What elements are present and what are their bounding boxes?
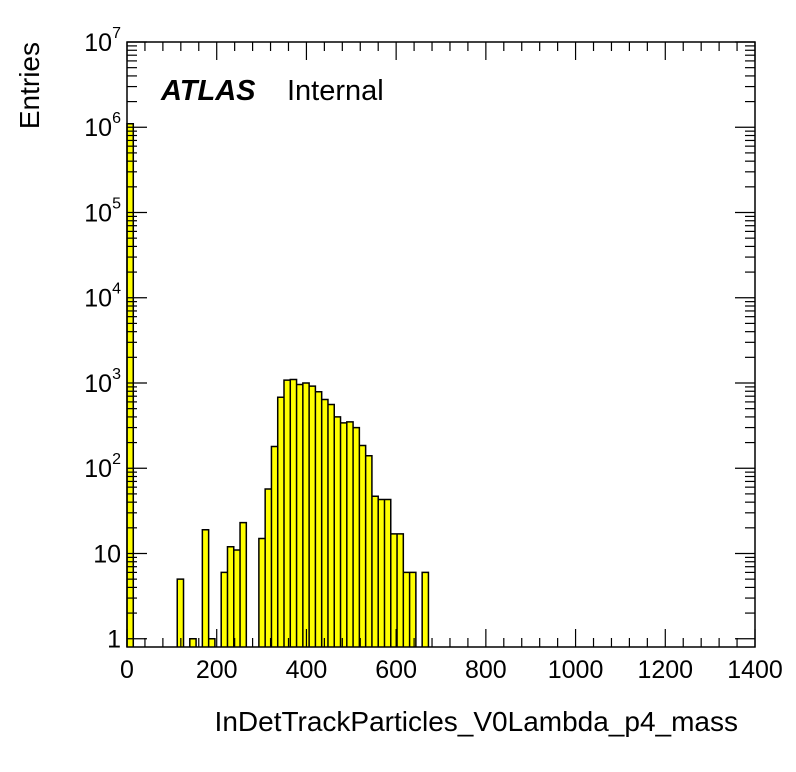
status-label: Internal <box>287 75 384 107</box>
y-tick-label: 1 <box>107 626 121 654</box>
y-tick-label: 105 <box>84 195 121 227</box>
histogram-outline <box>126 122 430 647</box>
y-tick-label: 10 <box>93 540 121 568</box>
histogram-bar <box>334 416 341 647</box>
histogram-bar <box>397 533 404 647</box>
histogram-bar <box>221 572 228 647</box>
histogram-bar <box>327 404 335 647</box>
x-tick-label: 0 <box>120 656 134 684</box>
histogram-bar <box>227 546 234 647</box>
histogram-bar <box>422 572 429 647</box>
histogram-bar <box>340 422 347 647</box>
y-axis-title: Entries <box>14 42 45 129</box>
histogram-bar <box>365 455 372 647</box>
histogram-bar <box>359 445 366 647</box>
y-tick-label: 104 <box>84 281 121 313</box>
histogram-bar <box>378 499 385 647</box>
x-tick-label: 1000 <box>548 656 604 684</box>
experiment-label: ATLAS <box>160 75 256 107</box>
histogram-bar <box>353 427 360 647</box>
histogram-bar <box>371 496 379 647</box>
histogram-bar <box>403 572 410 647</box>
x-tick-label: 1200 <box>637 656 693 684</box>
x-tick-label: 400 <box>286 656 328 684</box>
x-tick-label: 800 <box>465 656 507 684</box>
histogram-bar <box>189 638 197 647</box>
histogram-bar <box>277 397 284 647</box>
histogram-bar <box>271 446 278 647</box>
histogram-bar <box>384 499 391 647</box>
histogram-bar <box>240 522 247 647</box>
x-tick-label: 1400 <box>727 656 783 684</box>
histogram-bar <box>409 572 416 647</box>
histogram-bar <box>202 529 209 647</box>
y-tick-label: 106 <box>84 110 121 142</box>
histogram-bar <box>390 533 398 647</box>
histogram-bar <box>208 638 215 647</box>
histogram-bar <box>177 579 184 647</box>
x-axis-title: InDetTrackParticles_V0Lambda_p4_mass <box>215 706 738 737</box>
x-tick-label: 200 <box>196 656 238 684</box>
histogram-bar <box>346 421 354 647</box>
histogram-bar <box>315 391 322 647</box>
histogram-bar <box>290 379 297 647</box>
histogram-bar <box>284 380 291 647</box>
histogram-bar <box>127 123 134 647</box>
x-tick-label: 600 <box>375 656 417 684</box>
y-tick-label: 102 <box>84 451 121 483</box>
y-tick-label: 107 <box>84 25 121 57</box>
histogram-bar <box>296 384 303 647</box>
histogram-bars <box>126 122 430 647</box>
histogram-bar <box>309 386 316 647</box>
histogram-bar <box>258 538 266 647</box>
histogram-bar <box>302 382 310 647</box>
plot-frame <box>126 41 756 648</box>
histogram-bar <box>233 549 241 647</box>
x-tick-labels: 0 200 400 600 800 1000 1200 1400 <box>120 656 783 684</box>
axis-ticks <box>126 41 756 647</box>
histogram-bar <box>265 489 272 647</box>
y-tick-label: 103 <box>84 366 121 398</box>
histogram-bar <box>321 399 328 647</box>
y-tick-labels: 1 10 102 103 104 105 106 107 <box>84 25 121 654</box>
